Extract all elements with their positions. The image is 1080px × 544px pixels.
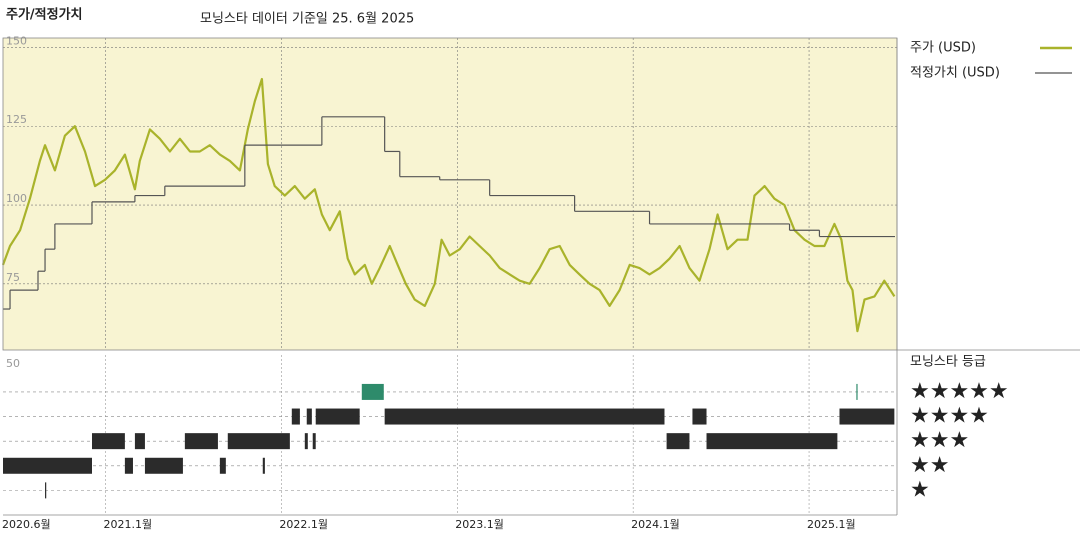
rating-bar xyxy=(3,457,92,474)
rating-bar xyxy=(306,408,312,425)
rating-bar xyxy=(856,383,858,400)
rating-bar xyxy=(219,457,226,474)
rating-bar xyxy=(227,433,290,450)
legend-title: 모닝스타 등급 xyxy=(910,355,986,370)
rating-level-label: ★ xyxy=(910,477,930,502)
rating-bar xyxy=(144,457,183,474)
price-line xyxy=(1,77,896,333)
chart-subtitle: 모닝스타 데이터 기준일 25. 6월 2025 xyxy=(200,12,414,27)
rating-bar xyxy=(692,408,707,425)
x-tick-label: 2022.1월 xyxy=(279,518,328,531)
rating-level-label: ★★ xyxy=(910,453,949,478)
rating-bar xyxy=(384,408,665,425)
rating-bar xyxy=(315,408,360,425)
rating-bar xyxy=(304,433,308,450)
rating-level-label: ★★★ xyxy=(910,428,969,453)
x-tick-label: 2025.1월 xyxy=(807,518,856,531)
rating-level-label: ★★★★★ xyxy=(910,379,1009,404)
y-tick-label: 75 xyxy=(6,271,20,284)
rating-bar xyxy=(262,457,265,474)
x-tick-label: 2024.1월 xyxy=(631,518,680,531)
rating-bar xyxy=(91,433,125,450)
rating-bar xyxy=(184,433,218,450)
rating-bar xyxy=(134,433,145,450)
rating-bar xyxy=(666,433,690,450)
x-tick-label: 2021.1월 xyxy=(104,518,153,531)
x-tick-label: 2023.1월 xyxy=(455,518,504,531)
y-tick-label: 150 xyxy=(6,34,27,47)
rating-level-label: ★★★★ xyxy=(910,404,989,429)
rating-bar xyxy=(45,482,47,499)
rating-bar xyxy=(124,457,133,474)
plot-background xyxy=(3,38,897,350)
x-tick-label: 2020.6월 xyxy=(2,518,51,531)
legend-label: 주가 (USD) xyxy=(910,41,976,56)
rating-bar xyxy=(361,383,384,400)
y-tick-label: 100 xyxy=(6,192,27,205)
rating-bar xyxy=(706,433,838,450)
rating-bar xyxy=(291,408,300,425)
legend-label: 적정가치 (USD) xyxy=(910,66,1000,81)
y-tick-label: 125 xyxy=(6,113,27,126)
rating-bar xyxy=(839,408,895,425)
rating-axis-label: 50 xyxy=(6,357,20,370)
rating-bar xyxy=(312,433,316,450)
chart-title: 주가/적정가치 xyxy=(6,7,83,23)
